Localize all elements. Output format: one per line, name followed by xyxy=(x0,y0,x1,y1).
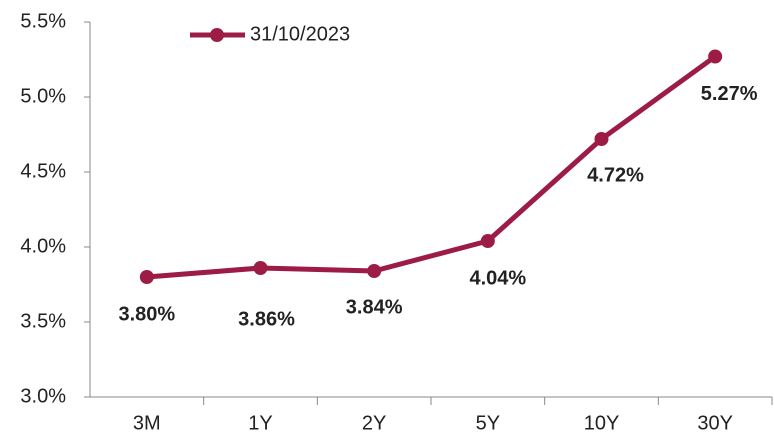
y-tick-label: 4.5% xyxy=(20,160,66,182)
point xyxy=(367,264,382,278)
point xyxy=(708,49,723,64)
legend-marker xyxy=(210,28,224,42)
data-label: 3.86% xyxy=(238,308,295,330)
legend-label: 31/10/2023 xyxy=(250,23,350,45)
data-label: 3.80% xyxy=(118,303,175,325)
data-label: 4.72% xyxy=(587,164,644,186)
y-tick-label: 4.0% xyxy=(20,235,66,257)
point xyxy=(253,261,268,275)
y-tick-label: 3.5% xyxy=(20,310,66,332)
x-tick-label: 1Y xyxy=(248,412,272,434)
y-tick-label: 5.5% xyxy=(20,10,66,32)
data-label: 4.04% xyxy=(469,267,526,289)
point xyxy=(594,132,609,146)
y-tick-label: 5.0% xyxy=(20,85,66,107)
point xyxy=(139,270,154,284)
data-label: 5.27% xyxy=(701,83,758,105)
series-line xyxy=(146,54,717,280)
x-tick-label: 30Y xyxy=(697,412,733,434)
y-tick-label: 3.0% xyxy=(20,385,66,407)
x-tick-label: 5Y xyxy=(476,412,500,434)
x-tick-label: 10Y xyxy=(584,412,620,434)
point xyxy=(480,234,495,248)
data-label: 3.84% xyxy=(346,296,403,318)
x-tick-label: 2Y xyxy=(362,412,386,434)
x-tick-label: 3M xyxy=(133,412,161,434)
